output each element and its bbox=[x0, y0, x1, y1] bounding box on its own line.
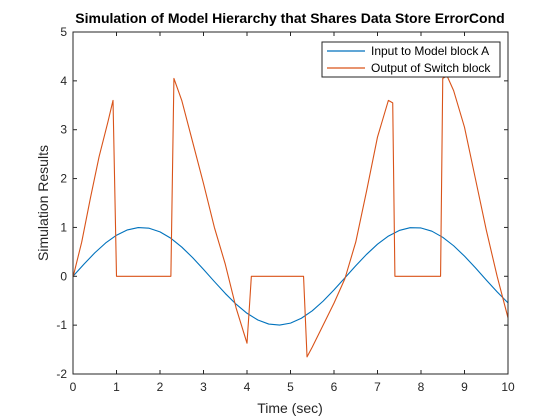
x-tick-label: 0 bbox=[70, 380, 77, 394]
x-tick-label: 10 bbox=[501, 380, 515, 394]
x-tick-label: 6 bbox=[331, 380, 338, 394]
x-tick-label: 1 bbox=[113, 380, 120, 394]
y-tick-label: -1 bbox=[56, 318, 67, 332]
x-tick-label: 5 bbox=[287, 380, 294, 394]
x-tick-label: 3 bbox=[200, 380, 207, 394]
legend-entry-output: Output of Switch block bbox=[371, 61, 491, 75]
chart-title: Simulation of Model Hierarchy that Share… bbox=[75, 10, 504, 26]
y-tick-label: 1 bbox=[60, 220, 67, 234]
y-tick-label: -2 bbox=[56, 367, 67, 381]
x-tick-label: 8 bbox=[418, 380, 425, 394]
y-tick-label: 2 bbox=[60, 172, 67, 186]
series-layer bbox=[72, 75, 509, 358]
y-axis-label: Simulation Results bbox=[35, 145, 51, 261]
legend: Input to Model block A Output of Switch … bbox=[321, 41, 501, 78]
x-tick-label: 9 bbox=[461, 380, 468, 394]
series-line-0 bbox=[72, 227, 509, 326]
y-tick-label: 4 bbox=[60, 74, 67, 88]
series-line-1 bbox=[72, 75, 509, 358]
y-tick-label: 0 bbox=[60, 269, 67, 283]
ticks-layer: 0 1 2 3 4 5 6 7 8 9 10 -2 -1 0 1 2 3 4 5 bbox=[56, 25, 515, 394]
y-tick-label: 3 bbox=[60, 123, 67, 137]
x-axis-label: Time (sec) bbox=[257, 400, 323, 416]
y-tick-label: 5 bbox=[60, 25, 67, 39]
x-tick-label: 7 bbox=[374, 380, 381, 394]
axes-background bbox=[73, 32, 508, 374]
x-tick-label: 4 bbox=[244, 380, 251, 394]
legend-entry-input: Input to Model block A bbox=[371, 44, 489, 58]
legend-box bbox=[321, 41, 501, 78]
x-tick-label: 2 bbox=[157, 380, 164, 394]
